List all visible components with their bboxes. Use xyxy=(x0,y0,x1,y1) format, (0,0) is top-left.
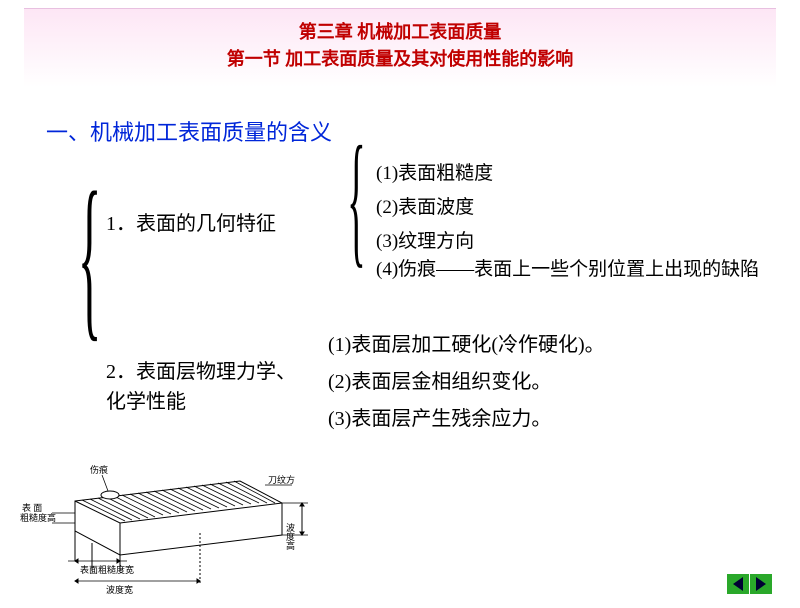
diagram-label: 波度高 xyxy=(285,522,295,551)
triangle-right-icon xyxy=(756,577,766,591)
branch2-label: 2．表面层物理力学、化学性能 xyxy=(106,357,306,417)
diagram-label: 粗糙度高 xyxy=(20,512,56,523)
list-item: (2)表面波度 xyxy=(376,191,776,225)
list-item: (4)伤痕——表面上一些个别位置上出现的缺陷 xyxy=(376,256,776,285)
section-title: 一、机械加工表面质量的含义 xyxy=(46,115,800,147)
brace-main: { xyxy=(78,166,102,348)
nav-controls xyxy=(727,574,772,594)
next-button[interactable] xyxy=(750,574,772,594)
prev-button[interactable] xyxy=(727,574,749,594)
list-item: (1)表面粗糙度 xyxy=(376,157,776,191)
list-item: (1)表面层加工硬化(冷作硬化)。 xyxy=(328,327,605,364)
diagram-label: 伤痕 xyxy=(90,464,108,475)
branch2-list: (1)表面层加工硬化(冷作硬化)。 (2)表面层金相组织变化。 (3)表面层产生… xyxy=(328,327,605,438)
svg-text:表面粗糙度宽: 表面粗糙度宽 xyxy=(80,564,134,575)
diagram-label: 表面粗糙度宽 xyxy=(80,564,134,575)
branch1-label: 1．表面的几何特征 xyxy=(106,207,276,236)
list-item: (3)纹理方向 xyxy=(376,225,776,259)
section-subtitle: 第一节 加工表面质量及其对使用性能的影响 xyxy=(24,46,776,73)
diagram-label: 表 面 xyxy=(22,502,42,513)
list-item: (2)表面层金相组织变化。 xyxy=(328,364,605,401)
branch1-list: (1)表面粗糙度 (2)表面波度 (3)纹理方向 (4)伤痕——表面上一些个别位… xyxy=(376,157,776,284)
surface-diagram: 伤痕 表 面 粗糙度高 表面粗糙度宽 波度宽 波度高 刀纹方 xyxy=(20,463,320,598)
diagram-label: 刀纹方 xyxy=(268,474,295,485)
diagram-label: 波度宽 xyxy=(106,584,133,595)
list-item: (3)表面层产生残余应力。 xyxy=(328,401,605,438)
triangle-left-icon xyxy=(733,577,743,591)
slide-header: 第三章 机械加工表面质量 第一节 加工表面质量及其对使用性能的影响 xyxy=(24,8,776,87)
brace-sub: { xyxy=(347,124,365,273)
chapter-title: 第三章 机械加工表面质量 xyxy=(24,19,776,46)
